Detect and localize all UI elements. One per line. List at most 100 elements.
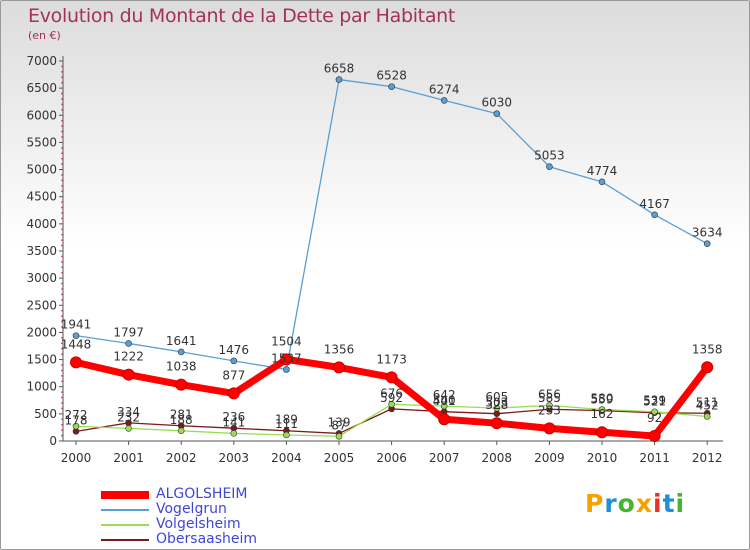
data-label: 334 xyxy=(117,405,140,419)
y-minor-tick xyxy=(61,152,63,155)
data-point xyxy=(333,361,345,374)
data-point xyxy=(546,402,553,409)
y-tick-label: 2000 xyxy=(26,325,57,339)
x-tick-label: 2007 xyxy=(429,451,460,465)
data-label: 539 xyxy=(643,394,666,408)
data-label: 503 xyxy=(485,396,508,410)
y-minor-tick xyxy=(61,201,63,204)
data-point xyxy=(385,371,398,384)
data-label: 4167 xyxy=(639,197,670,211)
y-minor-tick xyxy=(61,336,63,339)
x-tick-label: 2010 xyxy=(587,451,618,465)
legend-item: Volgelsheim xyxy=(101,517,361,532)
data-point xyxy=(490,417,503,430)
y-minor-tick xyxy=(61,364,63,366)
y-minor-tick xyxy=(61,217,63,220)
x-tick-label: 2008 xyxy=(482,451,513,465)
data-point xyxy=(230,357,238,365)
y-minor-tick xyxy=(61,65,63,68)
data-label: 188 xyxy=(170,413,193,427)
data-point xyxy=(703,240,711,248)
x-tick-label: 2003 xyxy=(219,451,250,465)
data-point xyxy=(177,348,185,356)
y-minor-tick xyxy=(61,255,63,258)
chart-subtitle: (en €) xyxy=(28,29,61,42)
legend-swatch xyxy=(101,490,149,499)
data-label: 676 xyxy=(380,386,403,400)
data-label: 139 xyxy=(328,415,351,429)
data-point xyxy=(177,427,185,435)
data-label: 111 xyxy=(275,417,298,431)
y-minor-tick xyxy=(61,293,63,296)
data-label: 272 xyxy=(65,408,88,422)
data-label: 3634 xyxy=(692,226,723,240)
y-minor-tick xyxy=(61,342,63,345)
data-label: 189 xyxy=(275,413,298,427)
data-label: 1476 xyxy=(219,343,250,357)
y-minor-tick xyxy=(61,206,63,209)
data-label: 233 xyxy=(538,403,561,417)
y-tick-label: 6500 xyxy=(26,81,57,95)
data-label: 642 xyxy=(433,388,456,402)
data-label: 1641 xyxy=(166,334,197,348)
data-point xyxy=(493,404,501,412)
data-label: 540 xyxy=(433,394,456,408)
legend-swatch xyxy=(101,523,149,526)
data-label: 1941 xyxy=(61,318,92,332)
y-tick-label: 5000 xyxy=(26,163,57,177)
x-tick-label: 2005 xyxy=(324,451,355,465)
y-minor-tick xyxy=(61,233,63,236)
x-tick-label: 2004 xyxy=(271,451,302,465)
data-point xyxy=(438,413,451,426)
y-minor-tick xyxy=(61,260,63,263)
y-minor-tick xyxy=(61,309,63,312)
y-minor-tick xyxy=(61,212,63,214)
legend-swatch xyxy=(101,538,149,541)
data-point xyxy=(546,163,553,170)
data-point xyxy=(596,426,608,439)
y-minor-tick xyxy=(61,146,63,149)
data-point xyxy=(335,76,343,83)
y-minor-tick xyxy=(61,103,63,106)
y-minor-tick xyxy=(61,130,63,133)
data-point xyxy=(440,402,448,410)
x-tick-label: 2012 xyxy=(692,451,723,465)
data-label: 5053 xyxy=(534,149,565,163)
data-point xyxy=(543,422,556,435)
y-minor-tick xyxy=(61,228,63,231)
y-minor-tick xyxy=(61,418,63,421)
y-tick-label: 1000 xyxy=(26,380,57,394)
y-tick-label: 3000 xyxy=(26,271,57,285)
y-tick-label: 4000 xyxy=(26,217,57,231)
data-label: 236 xyxy=(222,410,245,424)
logo-letter: i xyxy=(675,489,686,518)
y-minor-tick xyxy=(61,244,63,247)
legend-item: Vogelgrun xyxy=(101,502,361,517)
data-point xyxy=(70,356,82,369)
y-minor-tick xyxy=(61,282,63,285)
x-tick-label: 2000 xyxy=(61,451,92,465)
logo-letter: i xyxy=(653,489,663,518)
y-minor-tick xyxy=(61,81,63,84)
data-label: 559 xyxy=(591,393,614,407)
x-tick-label: 2001 xyxy=(113,451,144,465)
data-label: 511 xyxy=(696,395,719,409)
y-tick-label: 1500 xyxy=(26,353,57,367)
x-tick-label: 2011 xyxy=(639,451,670,465)
data-point xyxy=(493,110,501,117)
data-point xyxy=(125,425,132,432)
y-minor-tick xyxy=(61,380,63,383)
data-label: 162 xyxy=(591,407,614,421)
y-tick-label: 500 xyxy=(34,407,57,421)
data-label: 1537 xyxy=(271,352,302,366)
data-label: 656 xyxy=(538,387,561,401)
y-minor-tick xyxy=(61,174,63,176)
data-point xyxy=(598,178,606,186)
y-minor-tick xyxy=(61,298,63,301)
y-tick-label: 7000 xyxy=(26,54,57,68)
y-tick-label: 3500 xyxy=(26,244,57,258)
data-point xyxy=(701,361,714,374)
legend-item: Obersaasheim xyxy=(101,532,361,547)
y-minor-tick xyxy=(61,326,63,328)
